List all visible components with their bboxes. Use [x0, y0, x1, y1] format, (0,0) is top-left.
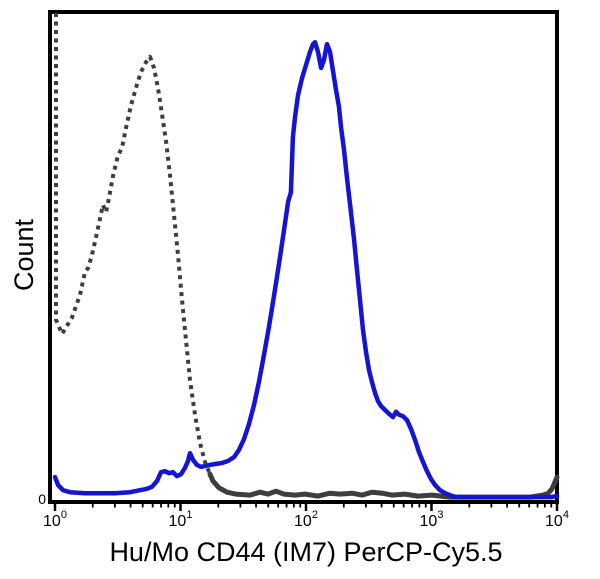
x-tick-label: 103 [420, 509, 444, 530]
x-axis-tick-labels: 100 101 102 103 104 [43, 509, 569, 530]
control-dashed-curve [54, 13, 212, 475]
cd44-stained-curve [52, 39, 560, 500]
plot-frame [48, 10, 559, 504]
x-axis-title: Hu/Mo CD44 (IM7) PerCP-Cy5.5 [109, 537, 502, 567]
y-axis-zero-label: 0 [38, 491, 46, 507]
histogram-curves [52, 13, 560, 500]
x-tick-label: 101 [169, 509, 193, 530]
x-tick-label: 100 [43, 509, 67, 530]
x-tick-label: 104 [545, 509, 569, 530]
x-tick-label: 102 [294, 509, 318, 530]
x-axis-ticks [53, 500, 559, 511]
y-axis-title: Count [9, 218, 39, 291]
